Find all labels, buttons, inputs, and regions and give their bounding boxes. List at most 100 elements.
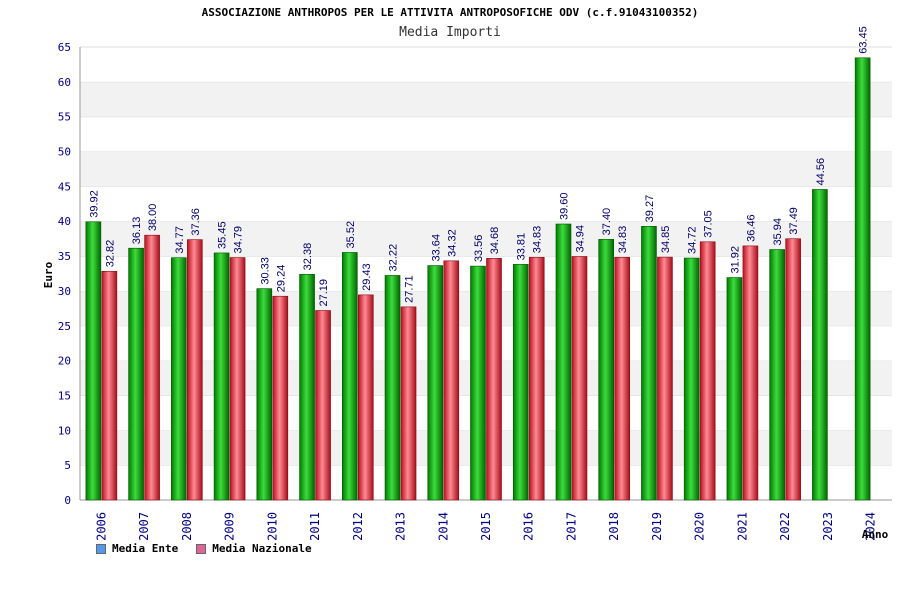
bar [614, 256, 631, 501]
grid-band [80, 81, 892, 117]
data-label: 35.52 [345, 221, 357, 249]
bar [315, 310, 331, 501]
data-label: 36.13 [131, 217, 143, 245]
legend-item-media-nazionale: Media Nazionale [196, 542, 312, 555]
bar [657, 256, 673, 501]
x-tick-label: 2020 [693, 512, 707, 541]
bar [213, 252, 230, 501]
bar [769, 249, 785, 501]
bar [699, 241, 716, 501]
grid-band [80, 151, 892, 187]
x-tick-label: 2017 [564, 512, 578, 541]
y-tick-label: 40 [58, 215, 71, 228]
y-tick-label: 10 [58, 424, 71, 437]
chart-subtitle: Media Importi [399, 25, 501, 40]
bar [299, 274, 315, 501]
legend-label: Media Ente [112, 542, 179, 555]
x-tick-label: 2007 [137, 512, 151, 541]
data-label: 31.92 [729, 246, 741, 274]
x-tick-label: 2016 [522, 512, 536, 541]
data-label: 37.40 [601, 208, 613, 236]
bar [357, 294, 374, 501]
bar [229, 257, 246, 501]
x-tick-label: 2015 [479, 512, 493, 541]
y-tick-label: 35 [58, 250, 71, 263]
data-label: 39.27 [644, 195, 656, 223]
bar [571, 256, 588, 501]
data-label: 37.05 [703, 210, 715, 238]
data-label: 29.43 [361, 263, 373, 291]
data-label: 27.19 [318, 279, 330, 307]
data-label: 34.32 [446, 229, 458, 257]
bar [512, 264, 529, 501]
y-axis-label: Euro [42, 261, 55, 288]
x-tick-label: 2018 [607, 512, 621, 541]
grid-band [80, 186, 892, 222]
bar [486, 258, 502, 501]
x-tick-label: 2012 [351, 512, 365, 541]
y-tick-label: 20 [58, 355, 71, 368]
legend-swatch [96, 543, 106, 554]
legend: Media Ente Media Nazionale [96, 542, 312, 555]
bar [443, 260, 460, 501]
y-tick-label: 55 [58, 111, 71, 124]
bar [726, 277, 743, 501]
bar [528, 256, 545, 501]
x-tick-label: 2011 [308, 512, 322, 541]
bar [854, 57, 871, 501]
legend-label: Media Nazionale [212, 542, 312, 555]
data-label: 37.36 [190, 208, 202, 236]
x-tick-label: 2010 [265, 512, 279, 541]
x-tick-label: 2008 [180, 512, 194, 541]
y-tick-label: 0 [64, 494, 71, 507]
x-tick-label: 2014 [436, 512, 450, 541]
bar [256, 288, 273, 501]
x-tick-label: 2009 [223, 512, 237, 541]
bar [470, 265, 486, 501]
x-tick-label: 2022 [778, 512, 792, 541]
bar [171, 257, 187, 501]
bar [683, 257, 700, 501]
data-label: 35.45 [217, 221, 229, 249]
y-tick-label: 15 [58, 389, 71, 402]
y-tick-label: 5 [64, 459, 71, 472]
x-tick-label: 2023 [821, 512, 835, 541]
data-label: 32.38 [302, 243, 314, 271]
data-label: 34.77 [174, 226, 186, 254]
data-label: 39.92 [88, 190, 100, 218]
x-axis-label: Anno [862, 528, 889, 541]
x-tick-label: 2006 [94, 512, 108, 541]
data-label: 37.49 [788, 207, 800, 235]
data-label: 34.72 [687, 226, 699, 254]
data-label: 33.81 [516, 233, 528, 261]
bar [85, 221, 102, 501]
data-label: 32.82 [104, 240, 116, 268]
bar [427, 265, 444, 501]
data-label: 33.64 [430, 234, 442, 262]
bar [555, 223, 572, 501]
x-tick-label: 2021 [735, 512, 749, 541]
data-label: 36.46 [745, 214, 757, 242]
data-label: 39.60 [558, 192, 570, 220]
data-label: 34.83 [532, 226, 544, 254]
data-label: 35.94 [772, 218, 784, 246]
grid-band [80, 47, 892, 82]
bar [101, 270, 118, 501]
data-label: 34.94 [574, 225, 586, 253]
data-label: 34.85 [660, 226, 672, 254]
data-label: 33.56 [473, 235, 485, 263]
x-tick-label: 2019 [650, 512, 664, 541]
data-label: 44.56 [815, 158, 827, 186]
bar [641, 226, 657, 501]
bar [812, 189, 828, 501]
y-tick-label: 65 [58, 41, 71, 54]
chart-title: ASSOCIAZIONE ANTHROPOS PER LE ATTIVITA A… [201, 6, 699, 19]
legend-swatch [196, 543, 207, 554]
x-tick-label: 2024 [864, 512, 878, 541]
y-tick-label: 45 [58, 180, 71, 193]
data-label: 63.45 [858, 26, 870, 54]
bar [187, 239, 203, 501]
y-tick-label: 60 [58, 76, 71, 89]
